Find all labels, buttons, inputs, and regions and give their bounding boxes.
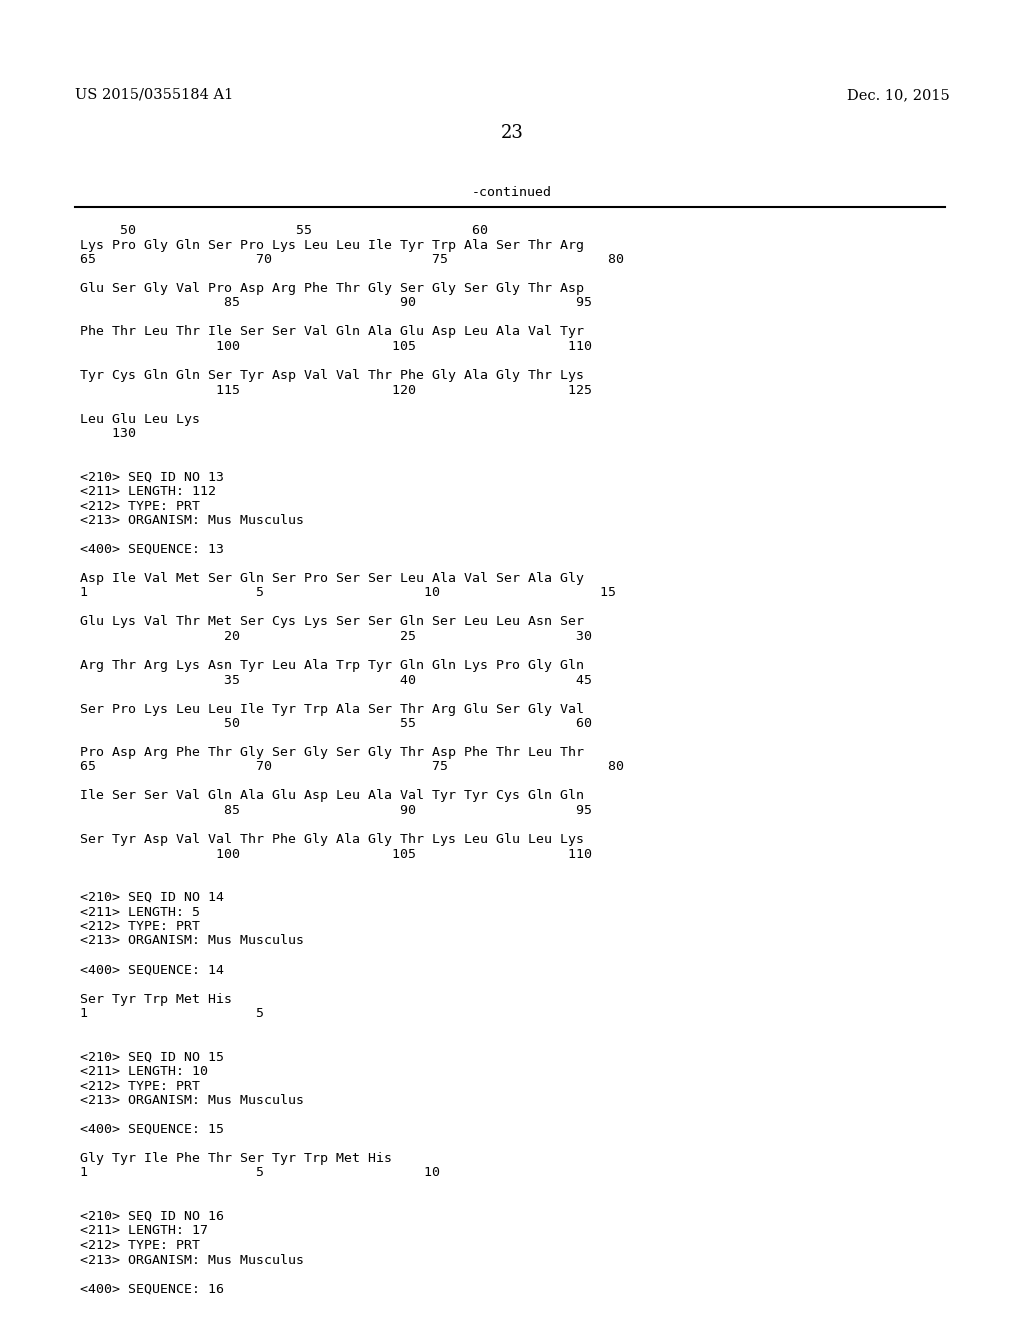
Text: Ser Pro Lys Leu Leu Ile Tyr Trp Ala Ser Thr Arg Glu Ser Gly Val: Ser Pro Lys Leu Leu Ile Tyr Trp Ala Ser … xyxy=(80,702,584,715)
Text: 50                    55                    60: 50 55 60 xyxy=(80,224,488,238)
Text: 85                    90                    95: 85 90 95 xyxy=(80,804,592,817)
Text: 1                     5                    10                    15: 1 5 10 15 xyxy=(80,586,616,599)
Text: 23: 23 xyxy=(501,124,523,143)
Text: 20                    25                    30: 20 25 30 xyxy=(80,630,592,643)
Text: <211> LENGTH: 112: <211> LENGTH: 112 xyxy=(80,484,216,498)
Text: <210> SEQ ID NO 13: <210> SEQ ID NO 13 xyxy=(80,470,224,483)
Text: Lys Pro Gly Gln Ser Pro Lys Leu Leu Ile Tyr Trp Ala Ser Thr Arg: Lys Pro Gly Gln Ser Pro Lys Leu Leu Ile … xyxy=(80,239,584,252)
Text: 65                    70                    75                    80: 65 70 75 80 xyxy=(80,760,624,774)
Text: 35                    40                    45: 35 40 45 xyxy=(80,673,592,686)
Text: <211> LENGTH: 10: <211> LENGTH: 10 xyxy=(80,1065,208,1078)
Text: <210> SEQ ID NO 15: <210> SEQ ID NO 15 xyxy=(80,1051,224,1064)
Text: 100                   105                   110: 100 105 110 xyxy=(80,847,592,861)
Text: Gly Tyr Ile Phe Thr Ser Tyr Trp Met His: Gly Tyr Ile Phe Thr Ser Tyr Trp Met His xyxy=(80,1152,392,1166)
Text: Ser Tyr Asp Val Val Thr Phe Gly Ala Gly Thr Lys Leu Glu Leu Lys: Ser Tyr Asp Val Val Thr Phe Gly Ala Gly … xyxy=(80,833,584,846)
Text: Pro Asp Arg Phe Thr Gly Ser Gly Ser Gly Thr Asp Phe Thr Leu Thr: Pro Asp Arg Phe Thr Gly Ser Gly Ser Gly … xyxy=(80,746,584,759)
Text: Arg Thr Arg Lys Asn Tyr Leu Ala Trp Tyr Gln Gln Lys Pro Gly Gln: Arg Thr Arg Lys Asn Tyr Leu Ala Trp Tyr … xyxy=(80,659,584,672)
Text: <213> ORGANISM: Mus Musculus: <213> ORGANISM: Mus Musculus xyxy=(80,513,304,527)
Text: 1                     5                    10: 1 5 10 xyxy=(80,1167,440,1180)
Text: 100                   105                   110: 100 105 110 xyxy=(80,341,592,352)
Text: 65                    70                    75                    80: 65 70 75 80 xyxy=(80,253,624,267)
Text: <211> LENGTH: 5: <211> LENGTH: 5 xyxy=(80,906,200,919)
Text: Ser Tyr Trp Met His: Ser Tyr Trp Met His xyxy=(80,993,232,1006)
Text: Phe Thr Leu Thr Ile Ser Ser Val Gln Ala Glu Asp Leu Ala Val Tyr: Phe Thr Leu Thr Ile Ser Ser Val Gln Ala … xyxy=(80,326,584,338)
Text: <212> TYPE: PRT: <212> TYPE: PRT xyxy=(80,499,200,512)
Text: <210> SEQ ID NO 16: <210> SEQ ID NO 16 xyxy=(80,1210,224,1224)
Text: <212> TYPE: PRT: <212> TYPE: PRT xyxy=(80,1239,200,1251)
Text: 1                     5: 1 5 xyxy=(80,1007,264,1020)
Text: <212> TYPE: PRT: <212> TYPE: PRT xyxy=(80,920,200,933)
Text: <213> ORGANISM: Mus Musculus: <213> ORGANISM: Mus Musculus xyxy=(80,1254,304,1266)
Text: Glu Ser Gly Val Pro Asp Arg Phe Thr Gly Ser Gly Ser Gly Thr Asp: Glu Ser Gly Val Pro Asp Arg Phe Thr Gly … xyxy=(80,282,584,294)
Text: <213> ORGANISM: Mus Musculus: <213> ORGANISM: Mus Musculus xyxy=(80,1094,304,1107)
Text: 115                   120                   125: 115 120 125 xyxy=(80,384,592,396)
Text: 85                    90                    95: 85 90 95 xyxy=(80,297,592,309)
Text: <400> SEQUENCE: 14: <400> SEQUENCE: 14 xyxy=(80,964,224,977)
Text: Dec. 10, 2015: Dec. 10, 2015 xyxy=(847,88,950,102)
Text: 50                    55                    60: 50 55 60 xyxy=(80,717,592,730)
Text: US 2015/0355184 A1: US 2015/0355184 A1 xyxy=(75,88,233,102)
Text: Leu Glu Leu Lys: Leu Glu Leu Lys xyxy=(80,412,200,425)
Text: Glu Lys Val Thr Met Ser Cys Lys Ser Ser Gln Ser Leu Leu Asn Ser: Glu Lys Val Thr Met Ser Cys Lys Ser Ser … xyxy=(80,615,584,628)
Text: <400> SEQUENCE: 13: <400> SEQUENCE: 13 xyxy=(80,543,224,556)
Text: Tyr Cys Gln Gln Ser Tyr Asp Val Val Thr Phe Gly Ala Gly Thr Lys: Tyr Cys Gln Gln Ser Tyr Asp Val Val Thr … xyxy=(80,370,584,381)
Text: Asp Ile Val Met Ser Gln Ser Pro Ser Ser Leu Ala Val Ser Ala Gly: Asp Ile Val Met Ser Gln Ser Pro Ser Ser … xyxy=(80,572,584,585)
Text: -continued: -continued xyxy=(472,186,552,199)
Text: <400> SEQUENCE: 15: <400> SEQUENCE: 15 xyxy=(80,1123,224,1137)
Text: 130: 130 xyxy=(80,426,136,440)
Text: <400> SEQUENCE: 16: <400> SEQUENCE: 16 xyxy=(80,1283,224,1295)
Text: Ile Ser Ser Val Gln Ala Glu Asp Leu Ala Val Tyr Tyr Cys Gln Gln: Ile Ser Ser Val Gln Ala Glu Asp Leu Ala … xyxy=(80,789,584,803)
Text: <211> LENGTH: 17: <211> LENGTH: 17 xyxy=(80,1225,208,1238)
Text: <212> TYPE: PRT: <212> TYPE: PRT xyxy=(80,1080,200,1093)
Text: <210> SEQ ID NO 14: <210> SEQ ID NO 14 xyxy=(80,891,224,904)
Text: <213> ORGANISM: Mus Musculus: <213> ORGANISM: Mus Musculus xyxy=(80,935,304,948)
